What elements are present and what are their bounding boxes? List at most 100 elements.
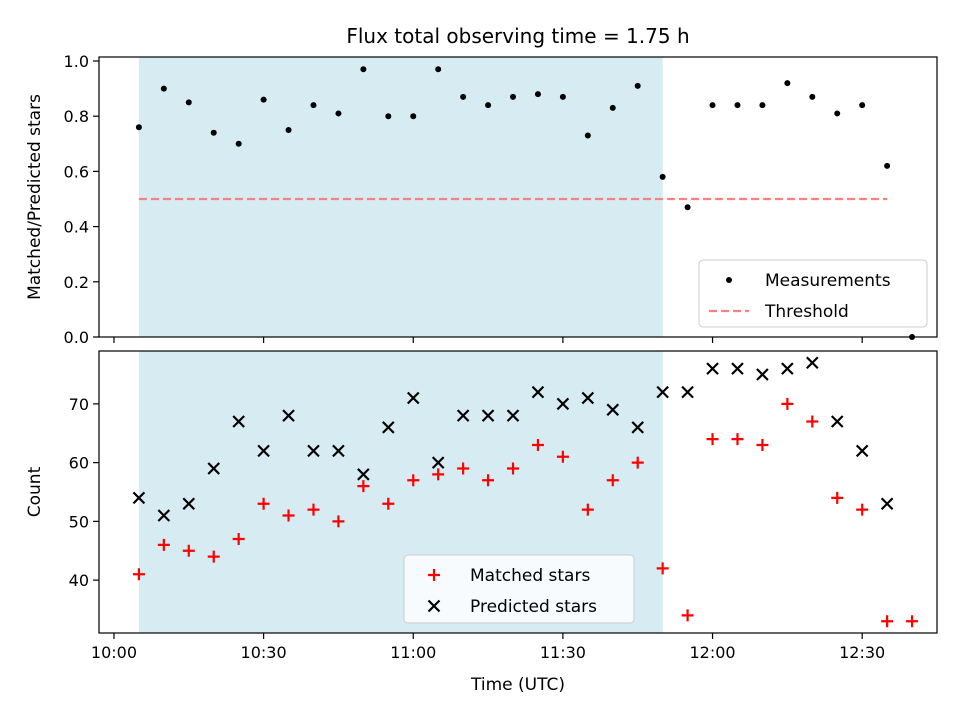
predicted-star-point — [406, 391, 420, 405]
matched-star-point — [432, 468, 445, 481]
top-panel: 0.0 0.2 0.4 0.6 0.8 1.0 Matched/Predicted sta… — [25, 52, 938, 347]
predicted-star-point — [506, 409, 520, 422]
matched-star-point — [706, 433, 719, 446]
top-ytick-label: 0.4 — [64, 218, 89, 237]
predicted-star-point — [282, 409, 295, 422]
bot-ytick-label: 50 — [69, 512, 89, 531]
matched-star-point — [132, 568, 145, 581]
measurement-point — [634, 82, 641, 89]
matched-star-point — [257, 497, 270, 510]
predicted-star-point — [606, 403, 620, 417]
top-shaded-region — [138, 57, 663, 337]
legend-label: Predicted stars — [470, 597, 597, 617]
predicted-star-point — [182, 497, 196, 511]
measurement-point — [559, 93, 566, 100]
predicted-star-point — [631, 421, 644, 434]
top-ytick-label: 0.8 — [64, 107, 89, 126]
bot-ytick-label: 70 — [69, 395, 89, 414]
measurement-point — [884, 162, 891, 169]
matched-star-point — [856, 503, 869, 516]
measurement-point — [859, 102, 866, 109]
measurement-point — [485, 102, 492, 109]
measurement-point — [510, 93, 517, 100]
matched-star-point — [881, 615, 894, 628]
predicted-star-point — [207, 462, 221, 475]
measurement-point — [160, 85, 167, 92]
measurement-point — [834, 110, 841, 117]
matched-star-point — [606, 474, 619, 487]
top-ytick-label: 1.0 — [64, 52, 89, 71]
bottom-xtick-label: 11:30 — [540, 643, 586, 662]
measurement-point — [534, 91, 541, 98]
bot-ytick-label: 40 — [69, 571, 89, 590]
bottom-xtick-label: 10:30 — [241, 643, 287, 662]
bottom-x-axis-label: Time (UTC) — [470, 675, 565, 695]
predicted-star-point — [232, 415, 245, 428]
legend-box — [698, 259, 928, 328]
matched-star-point — [631, 456, 644, 469]
matched-star-point — [556, 450, 569, 463]
matched-star-point — [906, 615, 919, 628]
measurement-point — [135, 124, 142, 131]
bottom-xtick-label: 10:00 — [91, 643, 137, 662]
bot-ytick-label: 60 — [69, 454, 89, 473]
bottom-legend: Matched stars Predicted stars — [403, 554, 635, 624]
measurement-point — [709, 102, 716, 109]
top-ytick-label: 0.2 — [64, 273, 89, 292]
predicted-star-point — [781, 362, 794, 375]
top-axes-frame — [98, 56, 938, 338]
measurement-point — [684, 204, 691, 211]
predicted-star-point — [382, 421, 395, 434]
predicted-star-point — [830, 415, 844, 428]
measurement-point — [385, 113, 392, 120]
matched-star-point — [756, 439, 769, 451]
top-y-ticks: 0.0 0.2 0.4 0.6 0.8 1.0 — [64, 52, 99, 347]
top-y-axis-label: Matched/Predicted stars — [25, 94, 45, 300]
measurement-point — [609, 104, 616, 111]
measurement-point — [759, 102, 766, 109]
measurement-point — [335, 110, 342, 117]
matched-star-point — [581, 503, 594, 516]
predicted-star-point — [257, 444, 270, 458]
matched-star-point — [781, 397, 794, 410]
predicted-star-point — [132, 491, 146, 505]
matched-star-point — [482, 474, 495, 487]
measurement-point — [584, 132, 591, 139]
matched-star-point — [182, 544, 195, 557]
predicted-star-point — [481, 409, 495, 422]
measurement-point — [809, 93, 816, 100]
measurement-point — [260, 96, 267, 103]
matched-star-point — [531, 439, 544, 451]
predicted-star-point — [332, 444, 345, 458]
matched-star-point — [157, 538, 170, 551]
top-marks — [135, 66, 916, 340]
predicted-star-point — [880, 497, 894, 511]
bottom-xtick-label: 11:00 — [390, 643, 436, 662]
measurement-point — [235, 140, 242, 147]
legend-box — [403, 554, 635, 624]
predicted-star-point — [806, 356, 819, 370]
predicted-star-point — [456, 409, 470, 422]
predicted-star-point — [731, 362, 744, 375]
matched-star-point — [357, 480, 370, 493]
predicted-star-point — [531, 385, 545, 399]
bottom-xtick-label: 12:30 — [839, 643, 885, 662]
measurement-point — [460, 93, 467, 100]
bottom-y-ticks: 40 50 60 70 — [69, 395, 99, 590]
predicted-star-point — [706, 362, 719, 375]
measurement-point — [734, 102, 741, 109]
predicted-star-point — [681, 385, 694, 399]
predicted-star-point — [431, 456, 445, 469]
measurement-point — [185, 99, 192, 106]
matched-star-point — [681, 609, 694, 622]
predicted-star-point — [656, 385, 669, 399]
legend-label: Threshold — [764, 302, 849, 322]
predicted-star-point — [307, 444, 320, 458]
legend-marker-sample — [726, 277, 732, 283]
predicted-star-point — [756, 368, 769, 381]
predicted-star-point — [157, 509, 171, 522]
matched-star-point — [382, 497, 395, 510]
legend-label: Matched stars — [470, 566, 590, 586]
